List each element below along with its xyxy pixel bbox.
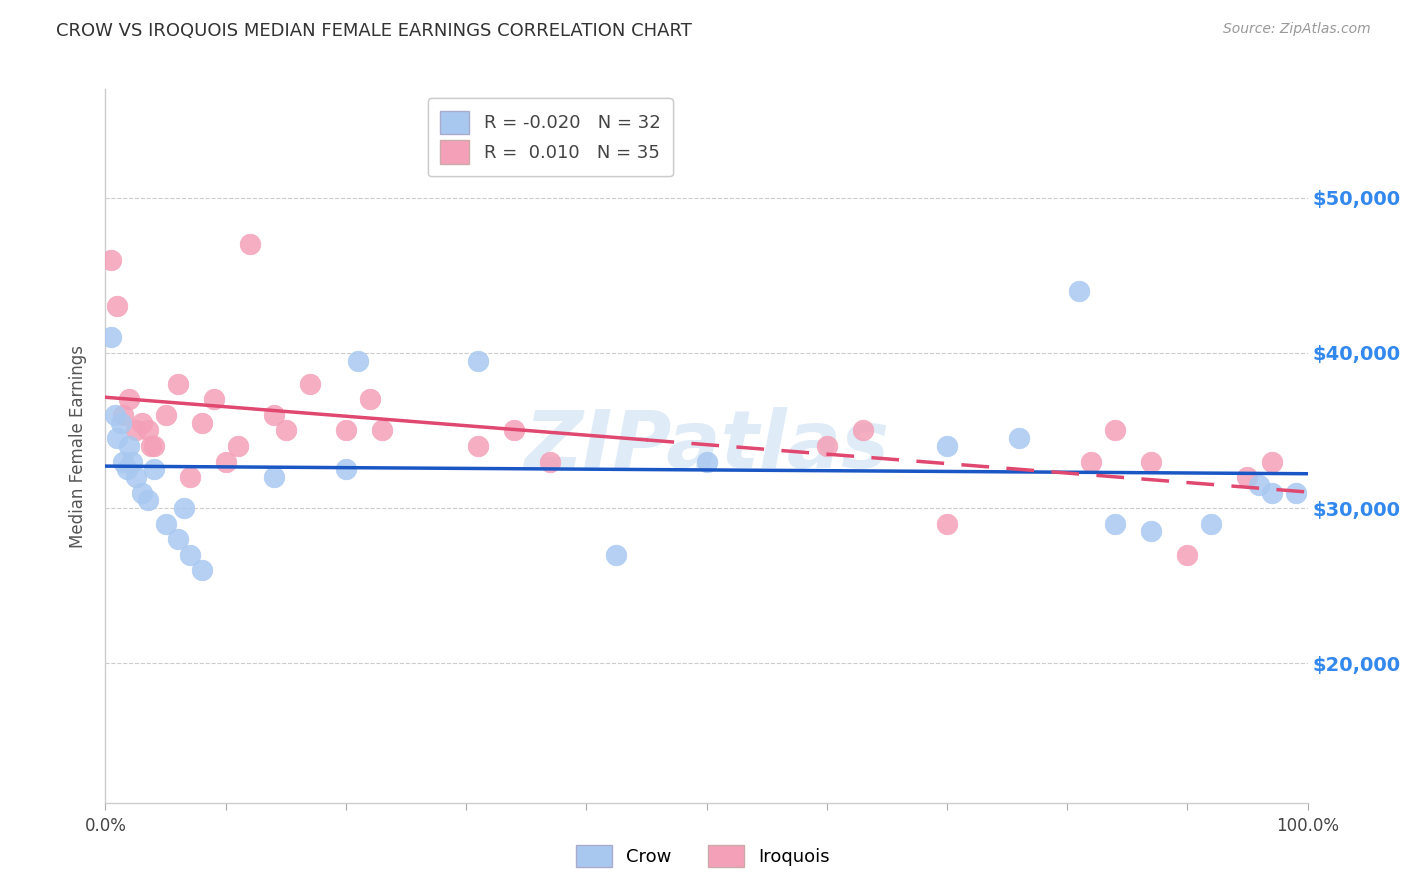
Point <box>118 392 141 407</box>
Point <box>852 424 875 438</box>
Point <box>107 299 129 313</box>
Point <box>139 439 162 453</box>
Point <box>936 516 959 531</box>
Point <box>467 353 489 368</box>
Point <box>538 454 561 468</box>
Point <box>124 424 146 438</box>
Point <box>118 439 141 453</box>
Point <box>214 454 236 468</box>
Point <box>1175 548 1198 562</box>
Point <box>274 424 297 438</box>
Point <box>131 485 153 500</box>
Point <box>359 392 381 407</box>
Point <box>142 462 165 476</box>
Point <box>1069 284 1091 298</box>
Legend: R = -0.020   N = 32, R =  0.010   N = 35: R = -0.020 N = 32, R = 0.010 N = 35 <box>427 98 673 177</box>
Point <box>124 470 146 484</box>
Point <box>1104 516 1126 531</box>
Point <box>503 424 526 438</box>
Point <box>371 424 394 438</box>
Point <box>815 439 838 453</box>
Point <box>202 392 225 407</box>
Point <box>179 548 201 562</box>
Point <box>112 408 135 422</box>
Y-axis label: Median Female Earnings: Median Female Earnings <box>69 344 87 548</box>
Point <box>104 408 127 422</box>
Point <box>298 376 321 391</box>
Point <box>696 454 718 468</box>
Point <box>112 454 135 468</box>
Point <box>190 416 212 430</box>
Text: Source: ZipAtlas.com: Source: ZipAtlas.com <box>1223 22 1371 37</box>
Point <box>1284 485 1306 500</box>
Point <box>155 408 177 422</box>
Point <box>467 439 489 453</box>
Point <box>1008 431 1031 445</box>
Point <box>1236 470 1258 484</box>
Point <box>239 237 262 252</box>
Point <box>1260 454 1282 468</box>
Point <box>115 462 138 476</box>
Text: ZIPatlas: ZIPatlas <box>524 407 889 485</box>
Point <box>335 462 357 476</box>
Point <box>1140 454 1163 468</box>
Point <box>1201 516 1223 531</box>
Point <box>155 516 177 531</box>
Point <box>136 493 159 508</box>
Point <box>166 532 188 546</box>
Point <box>100 330 122 344</box>
Point <box>335 424 357 438</box>
Point <box>1104 424 1126 438</box>
Legend: Crow, Iroquois: Crow, Iroquois <box>568 838 838 874</box>
Point <box>263 470 285 484</box>
Point <box>179 470 201 484</box>
Point <box>1260 485 1282 500</box>
Point <box>1249 477 1271 491</box>
Point <box>166 376 188 391</box>
Point <box>226 439 249 453</box>
Point <box>936 439 959 453</box>
Point <box>1080 454 1102 468</box>
Point <box>136 424 159 438</box>
Point <box>605 548 627 562</box>
Point <box>131 416 153 430</box>
Text: CROW VS IROQUOIS MEDIAN FEMALE EARNINGS CORRELATION CHART: CROW VS IROQUOIS MEDIAN FEMALE EARNINGS … <box>56 22 692 40</box>
Point <box>110 416 132 430</box>
Point <box>121 454 143 468</box>
Point <box>263 408 285 422</box>
Point <box>107 431 129 445</box>
Point <box>190 563 212 577</box>
Point <box>173 501 195 516</box>
Point <box>347 353 370 368</box>
Point <box>142 439 165 453</box>
Point <box>1140 524 1163 539</box>
Point <box>100 252 122 267</box>
